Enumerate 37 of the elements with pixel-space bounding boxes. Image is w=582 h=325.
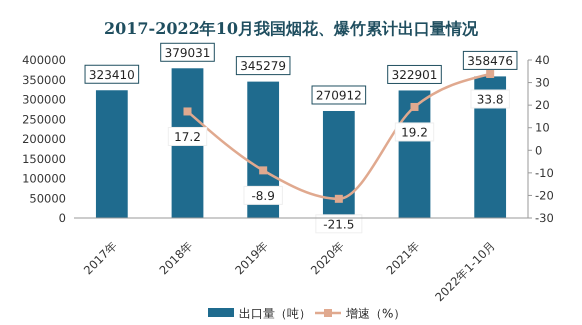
y2-tick-label: -20 [535, 188, 554, 202]
y2-tick-label: -10 [535, 166, 554, 180]
y-tick-label: 250000 [22, 112, 66, 126]
y-tick-label: 0 [58, 211, 66, 225]
data-label: 322901 [392, 68, 438, 82]
y-tick-label: 50000 [29, 191, 66, 206]
y2-tick-label: 20 [535, 98, 550, 112]
y-tick-label: 300000 [22, 92, 66, 106]
y2-tick-label: -30 [535, 211, 554, 225]
data-label: 323410 [88, 68, 135, 82]
point [334, 194, 343, 203]
data-label: -21.5 [323, 217, 354, 232]
point [184, 107, 192, 116]
data-label: 345279 [240, 59, 286, 74]
y2-tick-label: 0 [535, 143, 542, 158]
y-tick-label: 400000 [22, 53, 66, 67]
y2-tick-label: 40 [535, 53, 550, 67]
y-tick-label: 200000 [22, 132, 66, 146]
data-label: 17.2 [174, 130, 201, 144]
point [486, 70, 494, 78]
point [410, 102, 418, 111]
legend-label: 出口量（吨） [239, 306, 311, 320]
data-label: 270912 [316, 88, 362, 102]
y-tick-label: 150000 [22, 152, 66, 166]
y-tick-label: 350000 [22, 72, 66, 87]
data-label: -8.9 [251, 188, 275, 203]
bar [96, 90, 128, 218]
data-label: 19.2 [401, 125, 428, 140]
data-label: 379031 [164, 46, 210, 60]
y2-tick-label: 10 [535, 120, 550, 135]
legend-label: 增速（%） [345, 306, 406, 320]
point [259, 166, 268, 174]
chart-title: 2017-2022年10月我国烟花、爆竹累计出口量情况 [104, 19, 479, 38]
y-tick-label: 100000 [22, 172, 66, 186]
data-label: 33.8 [476, 92, 504, 106]
data-label: 358476 [467, 54, 514, 68]
y2-tick-label: 30 [535, 76, 550, 90]
